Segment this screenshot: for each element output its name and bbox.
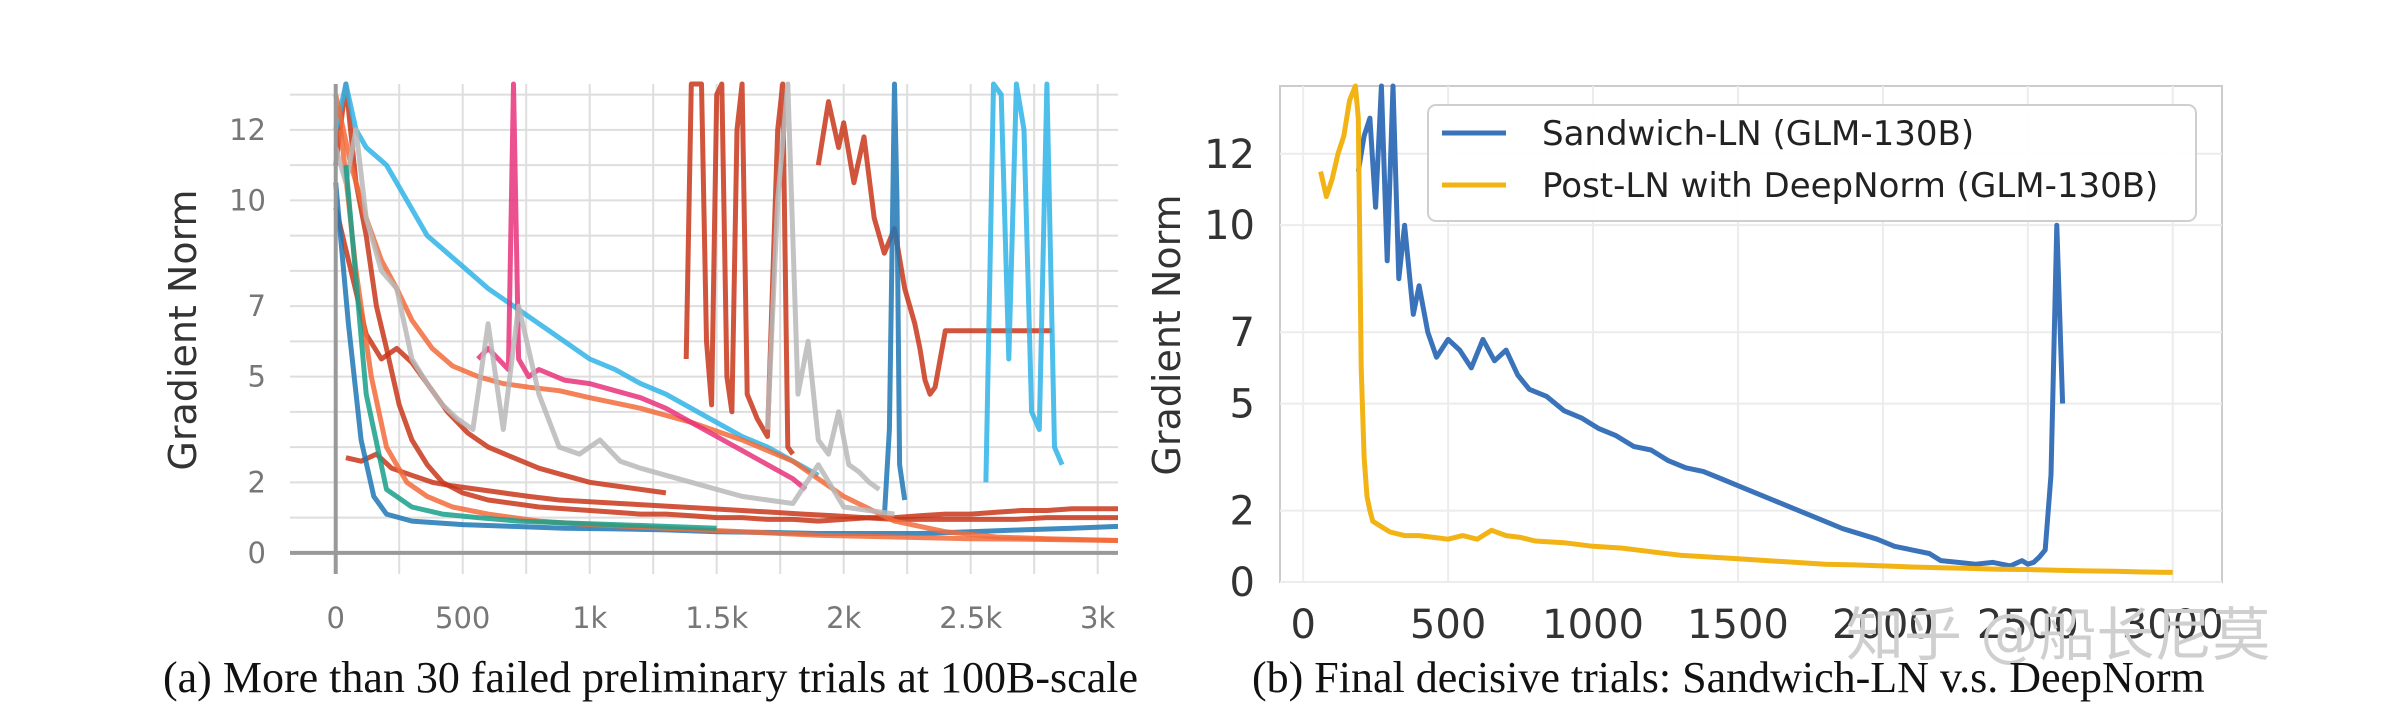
panel-a-x-tick-label: 0 (326, 601, 344, 635)
panel-a-series (333, 81, 1119, 543)
watermark-text: 知乎 @船长尼莫 (1846, 601, 2270, 669)
panel-a-y-axis-label: Gradient Norm (161, 189, 205, 470)
panel-a-y-tick-label: 0 (248, 536, 266, 570)
panel-a-x-tick-label: 500 (435, 601, 490, 635)
panel-a-x-tick-label: 1.5k (685, 601, 748, 635)
panel-b-x-tick-label: 1000 (1542, 602, 1644, 648)
legend-label-post-ln-deepnorm: Post-LN with DeepNorm (GLM-130B) (1542, 166, 2158, 206)
panel-b-y-tick-label: 7 (1230, 310, 1255, 356)
panel-a-series-failed-trial-skyblue-1 (333, 81, 820, 478)
panel-b-y-tick-label: 5 (1230, 382, 1255, 428)
panel-a-x-tick-label: 3k (1080, 601, 1115, 635)
legend-box (1427, 104, 2197, 222)
panel-b-y-tick-label: 12 (1204, 132, 1255, 178)
panel-a-chart: 0 500 1k 1.5k 2k 2.5k 3k 0 2 5 7 10 12 Gradient Norm (161, 81, 1119, 635)
panel-a-series-failed-trial-gray-2 (765, 81, 881, 492)
panel-a-series-failed-trial-red-1 (333, 81, 1118, 524)
panel-a-y-tick-label: 7 (248, 289, 266, 323)
panel-a-y-tick-label: 2 (248, 465, 266, 499)
legend: Sandwich-LN (GLM-130B) Post-LN with Deep… (1427, 104, 2197, 222)
panel-a-series-failed-trial-teal-1 (343, 164, 717, 531)
panel-a-y-tick-label: 5 (248, 360, 266, 394)
panel-b-x-tick-label: 500 (1410, 602, 1486, 648)
panel-b-x-tick-label: 0 (1290, 602, 1315, 648)
panel-a-y-tick-label: 12 (229, 113, 266, 147)
panel-b-y-axis-label: Gradient Norm (1145, 194, 1189, 475)
panel-b-x-tick-label: 2000 (1832, 602, 1934, 648)
panel-b-series-sandwich-ln-glm-130b (1355, 83, 2066, 569)
panel-a-series-failed-trial-red-4 (815, 99, 1052, 397)
panel-a-tick-labels: 0 500 1k 1.5k 2k 2.5k 3k 0 2 5 7 10 12 (229, 113, 1115, 635)
panel-b-x-tick-label: 1500 (1687, 602, 1789, 648)
panel-b-x-tick-label: 3000 (2122, 602, 2224, 648)
panel-a-series-failed-trial-skyblue-2 (983, 81, 1065, 483)
panel-b-y-tick-label: 2 (1230, 489, 1255, 535)
panel-a-series-failed-trial-red-3 (683, 81, 795, 456)
panel-b-caption: (b) Final decisive trials: Sandwich-LN v… (1252, 653, 2205, 702)
panel-a-x-tick-label: 2k (826, 601, 861, 635)
panel-a-axes (290, 84, 1118, 574)
panel-a-caption: (a) More than 30 failed preliminary tria… (163, 653, 1138, 702)
panel-b-series-post-ln-with-deepnorm-glm-130b (1318, 83, 2173, 575)
panel-a-series-failed-trial-red-5 (333, 206, 667, 496)
panel-a-series-failed-trial-orange-2 (338, 129, 1119, 543)
panel-a-series-failed-trial-red-2 (345, 451, 1118, 522)
panel-a-x-tick-label: 1k (572, 601, 607, 635)
panel-a-x-tick-label: 2.5k (939, 601, 1002, 635)
panel-b-x-tick-label: 2500 (1977, 602, 2079, 648)
panel-b-series (1318, 83, 2173, 575)
panel-a-series-failed-trial-gray-1 (333, 127, 895, 517)
panel-a-y-tick-label: 10 (229, 183, 266, 217)
panel-b-y-tick-label: 10 (1204, 203, 1255, 249)
panel-a-series-failed-trial-blue-2 (881, 81, 908, 518)
legend-label-sandwich-ln: Sandwich-LN (GLM-130B) (1542, 114, 1974, 154)
panel-b-tick-labels: 0 500 1000 1500 2000 2500 3000 0 2 5 7 10 12 (1204, 132, 2224, 648)
panel-b-y-tick-label: 0 (1230, 560, 1255, 606)
panel-b-chart: 0 500 1000 1500 2000 2500 3000 0 2 5 7 10 12 Gradien… (1145, 83, 2224, 648)
